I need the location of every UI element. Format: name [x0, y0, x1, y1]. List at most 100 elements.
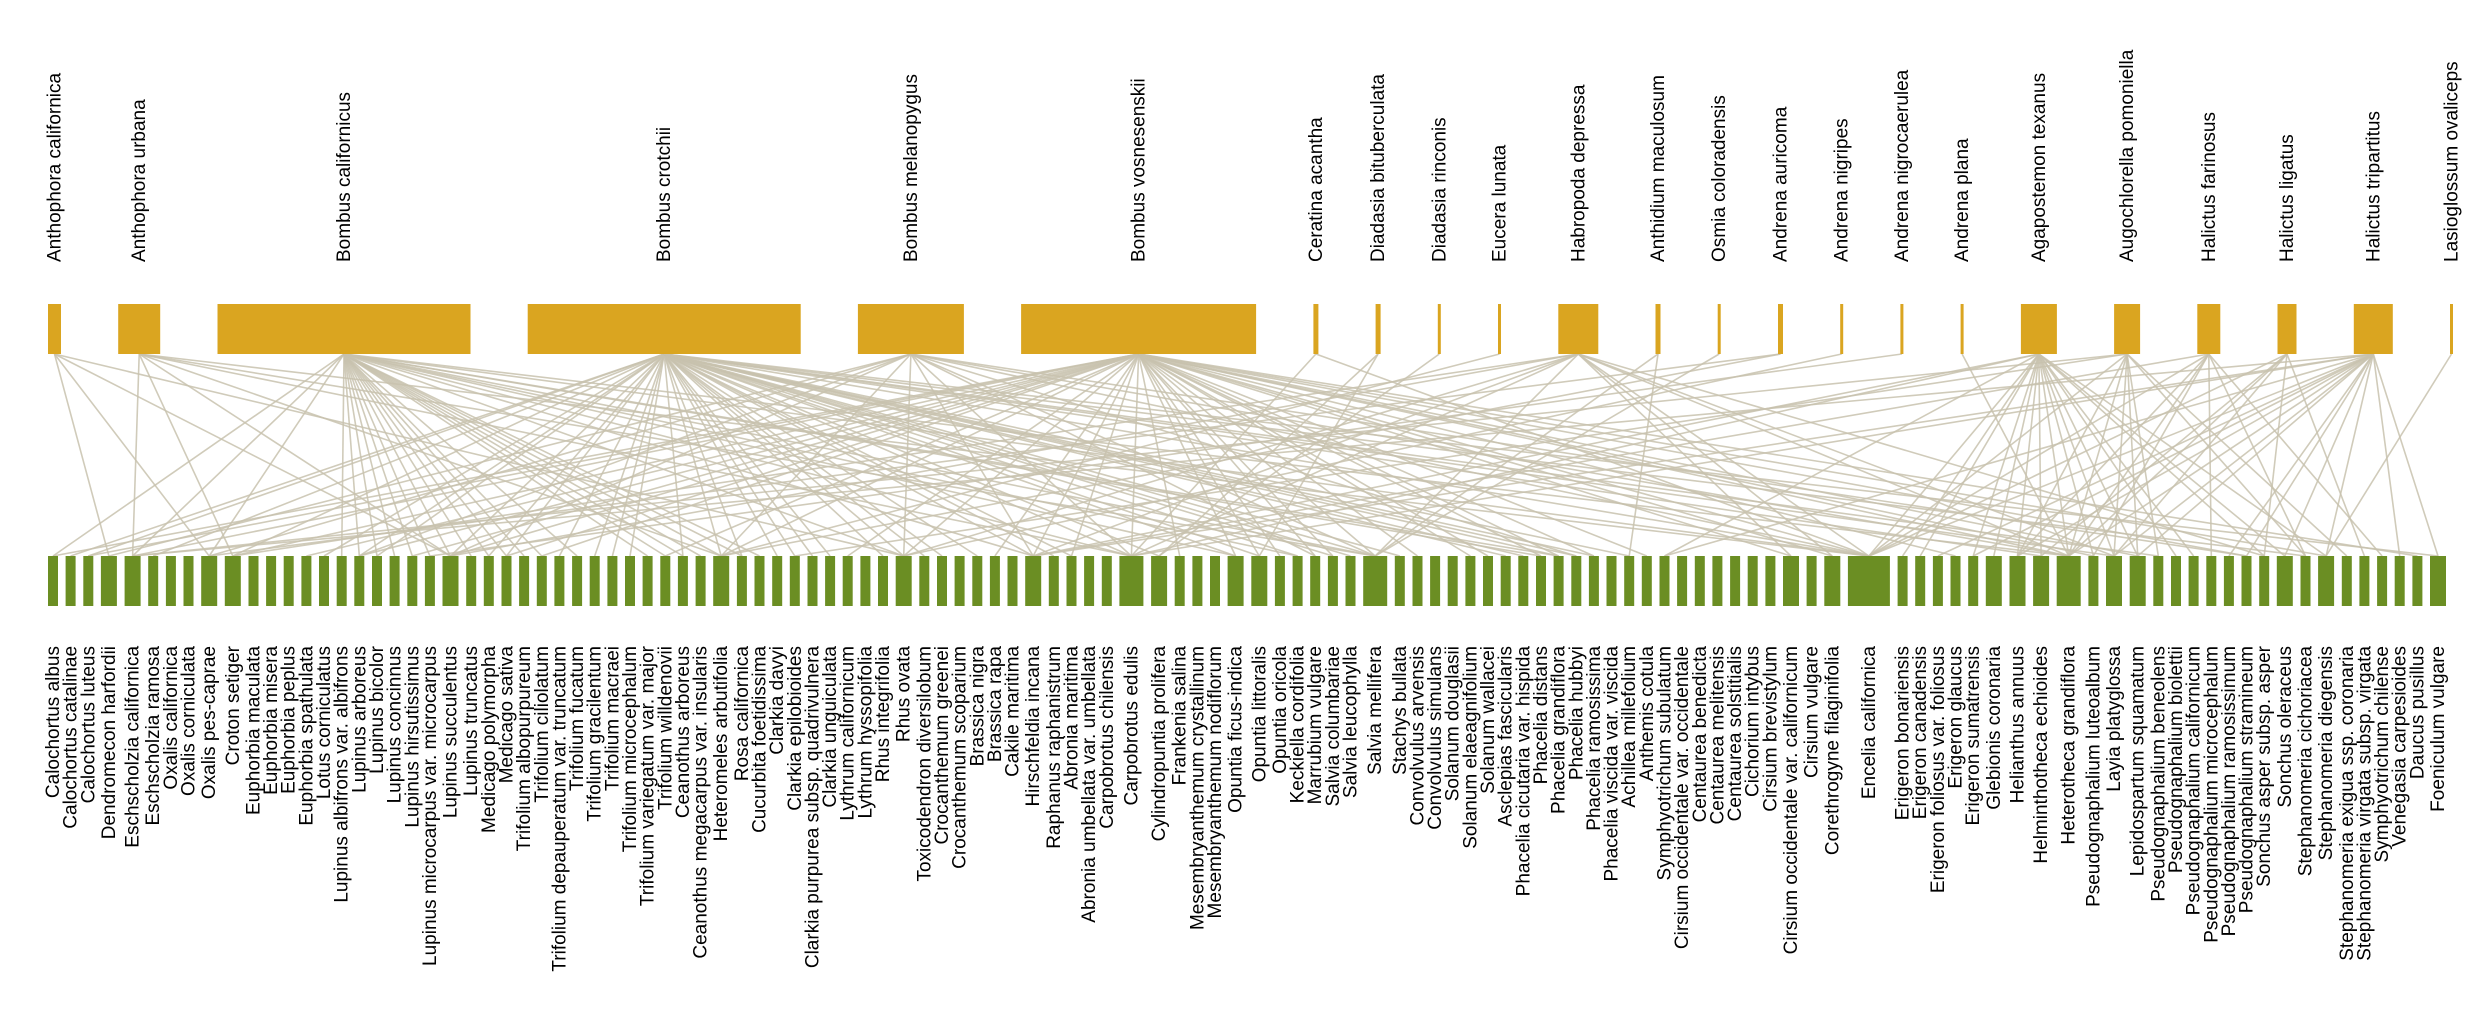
plant-label: Brassica nigra [967, 646, 988, 767]
plant-box [1227, 556, 1244, 606]
pollinator-label: Andrena plana [1952, 138, 1973, 262]
plant-label: Medicago polymorpha [479, 646, 500, 833]
plant-box [1048, 556, 1059, 606]
interaction-link [1868, 353, 2288, 557]
plant-label: Clarkia epilobioides [785, 646, 806, 811]
interaction-link [2208, 353, 2307, 557]
plant-label: Heteromeles arbutifolia [711, 646, 732, 842]
pollinator-label: Anthophora urbana [129, 99, 150, 262]
interaction-link [139, 353, 1869, 557]
plant-box [1447, 556, 1458, 606]
interaction-link [910, 353, 2069, 557]
plant-label: Solanum douglasii [1443, 646, 1464, 801]
plant-box [1783, 556, 1799, 606]
interaction-link [1138, 353, 2327, 557]
plant-label: Erigeron glaucus [1946, 646, 1967, 789]
plant-box [2259, 556, 2270, 606]
plant-box [501, 556, 512, 606]
plant-label: Cylindropuntia prolifera [1149, 646, 1170, 842]
plant-label: Encelia californica [1859, 646, 1880, 800]
plant-box [972, 556, 983, 606]
plant-box [389, 556, 400, 606]
interaction-link [2038, 353, 2195, 557]
pollinator-box [1655, 304, 1661, 354]
interaction-link [2113, 353, 2374, 557]
interaction-link [663, 353, 1236, 557]
pollinator-box [2114, 304, 2141, 354]
plant-box [919, 556, 930, 606]
plant-label: Trifolium variegatum var. major [638, 645, 659, 906]
plant-box [954, 556, 965, 606]
plant-label: Medicago sativa [497, 646, 518, 784]
plant-label: Pseudognaphalium biolettii [2166, 646, 2187, 873]
interaction-link [506, 353, 1139, 557]
plant-label: Helminthotheca echioides [2031, 646, 2052, 864]
interaction-link [1138, 353, 2094, 557]
plant-label: Sonchus oleraceus [2275, 646, 2296, 808]
pollinator-box [1375, 304, 1381, 354]
interaction-link [343, 353, 378, 557]
plant-box [695, 556, 706, 606]
pollinator-box [1437, 304, 1441, 354]
plant-box [1465, 556, 1476, 606]
plant-box [736, 556, 747, 606]
plant-box [2171, 556, 2181, 606]
interaction-link [343, 353, 1870, 557]
plant-box [842, 556, 853, 606]
plant-label: Lupinus truncatus [461, 646, 482, 796]
interaction-link [53, 353, 110, 557]
plant-label: Phacelia ramosissima [1584, 646, 1605, 831]
plant-label: Erigeron foliosus var. foliosus [1928, 646, 1949, 893]
plant-label: Erigeron canadensis [1910, 646, 1931, 819]
plant-label: Lythrum hyssopifolia [855, 646, 876, 819]
plant-label: Carpobrotus edulis [1121, 646, 1142, 805]
interaction-link [664, 353, 1524, 557]
plant-label: Eschscholzia ramosa [143, 646, 164, 826]
interaction-link [343, 353, 1236, 557]
plant-label: Clarkia purpurea subsp. quadrivulnera [803, 646, 824, 969]
plant-label: Trifolium macraei [602, 646, 623, 791]
interaction-link [2325, 353, 2453, 557]
interaction-link [1578, 353, 2265, 557]
pollinator-box [2020, 304, 2057, 354]
interaction-link [2038, 353, 2286, 557]
plant-label: Corethrogyne filaginifolia [1822, 646, 1843, 856]
plant-label: Salvia columbariae [1323, 646, 1344, 807]
plant-label: Stephanomeria virgata subsp. virgata [2354, 646, 2375, 961]
plant-label: Mesembryanthemum crystallinum [1187, 646, 1208, 930]
interaction-link [1070, 353, 1140, 557]
interaction-link [343, 353, 578, 557]
pollinator-box [857, 304, 964, 354]
plant-label: Solanum wallacei [1478, 646, 1499, 794]
plant-label: Salvia leucophylla [1341, 646, 1362, 799]
plant-box [572, 556, 583, 606]
interaction-link [2372, 353, 2401, 557]
interaction-link [343, 353, 452, 557]
pollinator-box [1021, 304, 1257, 354]
plant-label: Hirschfeldia incana [1023, 646, 1044, 807]
interaction-link [663, 353, 1072, 557]
plant-box [1518, 556, 1529, 606]
plant-label: Calochortus luteus [78, 646, 99, 803]
interaction-link [376, 353, 665, 557]
interaction-link [2040, 353, 2288, 557]
plant-box [625, 556, 635, 606]
plant-box [860, 556, 871, 606]
plant-box [825, 556, 836, 606]
pollinator-label: Halictus tripartitus [2363, 111, 2384, 262]
plant-label: Ceanothus arboreus [673, 646, 694, 818]
plant-label: Clarkia unguiculata [820, 646, 841, 808]
interaction-link [2038, 353, 2139, 557]
interaction-link [131, 353, 140, 557]
plant-box [989, 556, 1000, 606]
plant-label: Cirsium occidentale var. occidentale [1672, 646, 1693, 949]
plant-label: Stephanomeria exigua ssp. coronaria [2337, 646, 2358, 961]
interaction-link [132, 353, 2128, 557]
pollinator-box [1313, 304, 1319, 354]
plant-box [1394, 556, 1405, 606]
plant-label: Lupinus albifrons var. albifrons [332, 646, 353, 903]
interaction-link [1138, 353, 1489, 557]
interaction-link [108, 353, 912, 557]
pollinator-label: Osmia coloradensis [1709, 95, 1730, 262]
plant-label: Rosa californica [732, 646, 753, 782]
